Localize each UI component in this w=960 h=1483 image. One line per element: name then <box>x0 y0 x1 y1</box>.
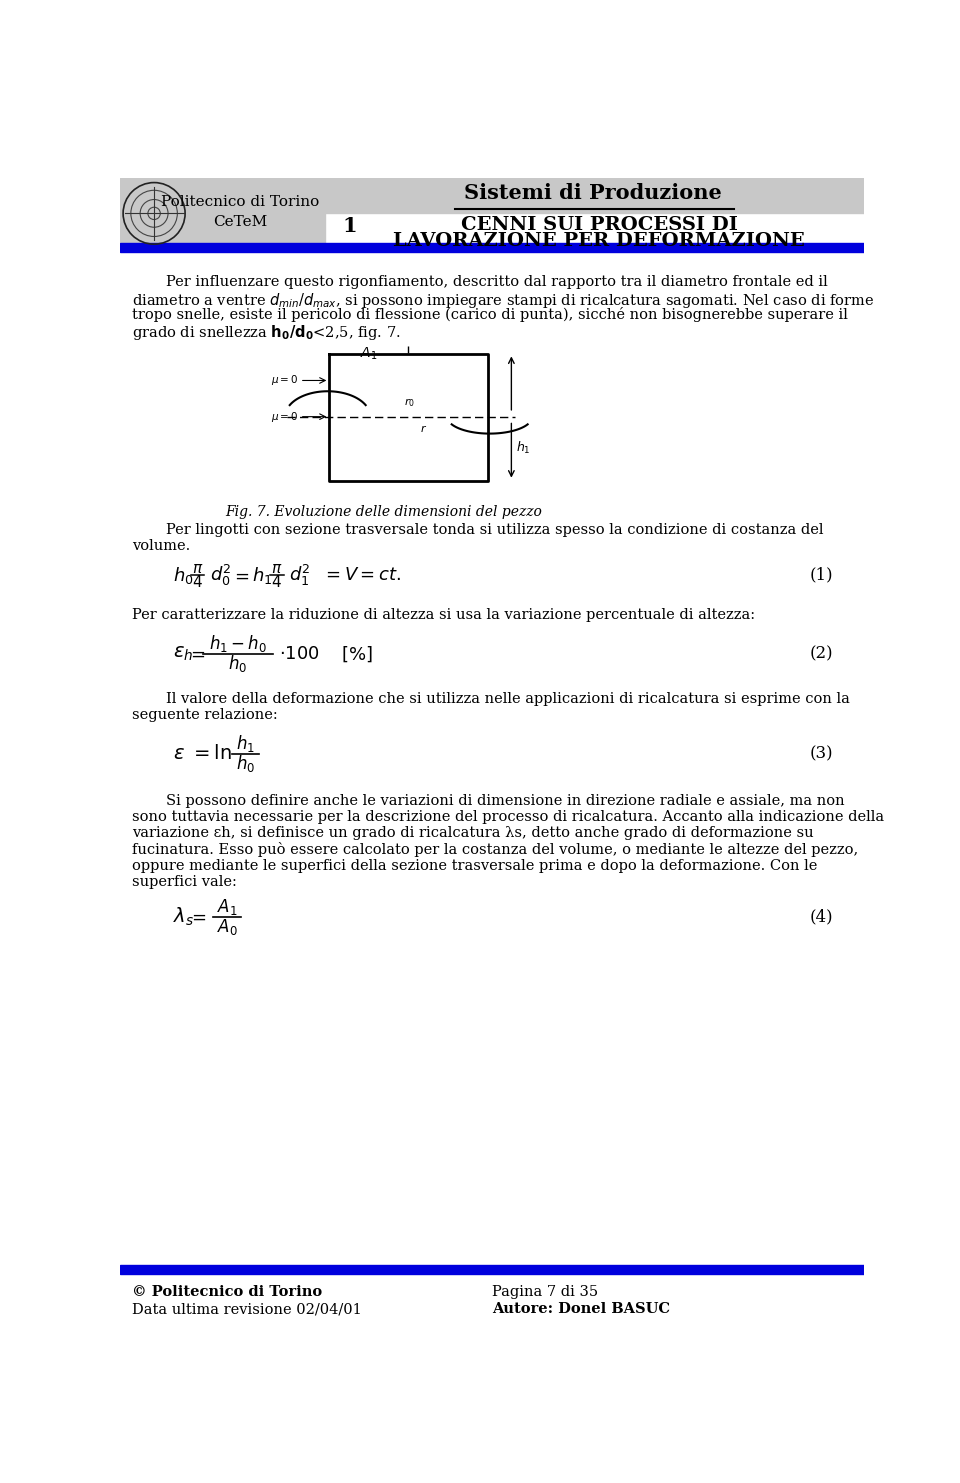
Text: $h_1$: $h_1$ <box>516 440 531 457</box>
Text: superfici vale:: superfici vale: <box>132 875 236 888</box>
Text: $A_0$: $A_0$ <box>217 916 237 937</box>
Text: (4): (4) <box>809 909 833 925</box>
Text: $=$: $=$ <box>230 567 250 584</box>
Text: $=$: $=$ <box>186 645 205 663</box>
Text: $A_1$: $A_1$ <box>360 346 377 362</box>
Text: CENNI SUI PROCESSI DI: CENNI SUI PROCESSI DI <box>461 217 737 234</box>
Text: $h_1$: $h_1$ <box>236 734 255 755</box>
Text: Pagina 7 di 35: Pagina 7 di 35 <box>492 1286 598 1299</box>
Text: fucinatura. Esso può essere calcolato per la costanza del volume, o mediante le : fucinatura. Esso può essere calcolato pe… <box>132 842 858 857</box>
Text: $d_1^2$: $d_1^2$ <box>289 562 310 587</box>
Text: Politecnico di Torino: Politecnico di Torino <box>161 194 320 209</box>
Text: $r$: $r$ <box>420 423 427 433</box>
Text: LAVORAZIONE PER DEFORMAZIONE: LAVORAZIONE PER DEFORMAZIONE <box>393 231 804 249</box>
Text: oppure mediante le superfici della sezione trasversale prima e dopo la deformazi: oppure mediante le superfici della sezio… <box>132 859 817 872</box>
Text: Autore: Donel BASUC: Autore: Donel BASUC <box>492 1302 670 1315</box>
Text: volume.: volume. <box>132 540 190 553</box>
Text: $h_0$: $h_0$ <box>173 565 193 586</box>
Text: $d_0^2$: $d_0^2$ <box>210 562 231 587</box>
Text: Per influenzare questo rigonfiamento, descritto dal rapporto tra il diametro fro: Per influenzare questo rigonfiamento, de… <box>166 274 828 289</box>
Text: tropo snelle, esiste il pericolo di flessione (carico di punta), sicché non biso: tropo snelle, esiste il pericolo di fles… <box>132 307 848 322</box>
Text: Fig. 7. Evoluzione delle dimensioni del pezzo: Fig. 7. Evoluzione delle dimensioni del … <box>225 506 542 519</box>
Text: Sistemi di Produzione: Sistemi di Produzione <box>464 182 722 203</box>
Text: $= V = ct.$: $= V = ct.$ <box>322 567 400 584</box>
Text: $\varepsilon$: $\varepsilon$ <box>173 744 184 764</box>
Text: $\pi$: $\pi$ <box>271 561 282 575</box>
Text: 4: 4 <box>272 575 281 590</box>
Bar <box>120 1265 864 1274</box>
Text: Il valore della deformazione che si utilizza nelle applicazioni di ricalcatura s: Il valore della deformazione che si util… <box>166 693 851 706</box>
Text: $r_0$: $r_0$ <box>404 396 416 409</box>
Text: $h_0$: $h_0$ <box>236 753 255 774</box>
Text: $\mu=0$: $\mu=0$ <box>271 374 299 387</box>
Text: Data ultima revisione 02/04/01: Data ultima revisione 02/04/01 <box>132 1302 361 1315</box>
Text: variazione εh, si definisce un grado di ricalcatura λs, detto anche grado di def: variazione εh, si definisce un grado di … <box>132 826 813 841</box>
Text: grado di snellezza $\mathbf{h_0/d_0}$<2,5, fig. 7.: grado di snellezza $\mathbf{h_0/d_0}$<2,… <box>132 323 400 343</box>
Text: Si possono definire anche le variazioni di dimensione in direzione radiale e ass: Si possono definire anche le variazioni … <box>166 793 845 808</box>
Text: $\mu=0$: $\mu=0$ <box>271 409 299 424</box>
Bar <box>120 243 864 252</box>
Text: $h_1 - h_0$: $h_1 - h_0$ <box>209 633 267 654</box>
Text: sono tuttavia necessarie per la descrizione del processo di ricalcatura. Accanto: sono tuttavia necessarie per la descrizi… <box>132 810 884 825</box>
Text: diametro a ventre $d_{min}/d_{max}$, si possono impiegare stampi di ricalcatura : diametro a ventre $d_{min}/d_{max}$, si … <box>132 291 874 310</box>
Text: $\pi$: $\pi$ <box>192 561 204 575</box>
Text: (1): (1) <box>809 567 833 584</box>
Text: Per lingotti con sezione trasversale tonda si utilizza spesso la condizione di c: Per lingotti con sezione trasversale ton… <box>166 523 824 537</box>
Text: $[\%]$: $[\%]$ <box>341 644 372 663</box>
Text: (2): (2) <box>809 645 833 663</box>
Text: $A_1$: $A_1$ <box>217 897 237 916</box>
Text: $= \ln$: $= \ln$ <box>190 744 231 764</box>
Text: (3): (3) <box>809 746 833 762</box>
Text: $h_1$: $h_1$ <box>252 565 272 586</box>
Text: CeTeM: CeTeM <box>213 215 267 228</box>
Text: Per caratterizzare la riduzione di altezza si usa la variazione percentuale di a: Per caratterizzare la riduzione di altez… <box>132 608 755 621</box>
Text: $\varepsilon_h$: $\varepsilon_h$ <box>173 644 193 663</box>
Text: $h_0$: $h_0$ <box>228 654 248 675</box>
Text: $\lambda_s$: $\lambda_s$ <box>173 906 194 928</box>
Text: $=$: $=$ <box>188 908 206 927</box>
Text: seguente relazione:: seguente relazione: <box>132 709 277 722</box>
Text: $\cdot 100$: $\cdot 100$ <box>278 645 320 663</box>
Text: 4: 4 <box>193 575 203 590</box>
Text: © Politecnico di Torino: © Politecnico di Torino <box>132 1286 322 1299</box>
Bar <box>120 178 325 249</box>
Bar <box>325 178 864 214</box>
Text: 1: 1 <box>342 217 357 236</box>
